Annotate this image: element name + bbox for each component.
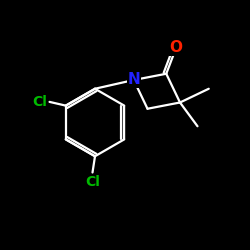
Text: Cl: Cl [32, 95, 48, 109]
Text: N: N [128, 72, 140, 88]
Text: Cl: Cl [85, 175, 100, 189]
Text: O: O [170, 40, 183, 55]
